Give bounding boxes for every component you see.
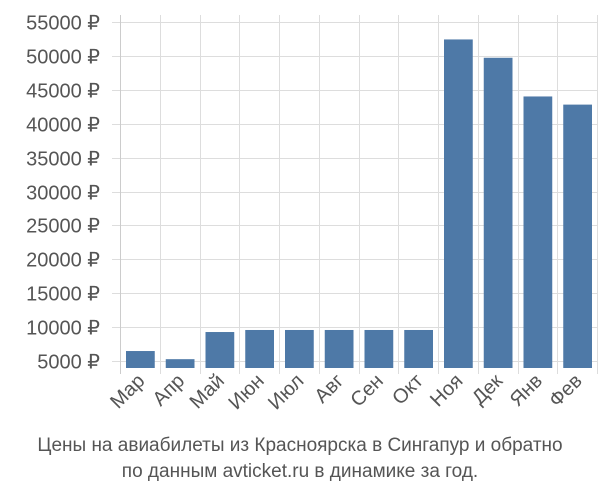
- chart-caption-line2: по данным avticket.ru в динамике за год.: [121, 461, 479, 482]
- x-tick-label: Окт: [388, 370, 427, 409]
- bar-3: [205, 332, 235, 368]
- bar-1: [126, 351, 155, 368]
- y-tick-label: 35000 ₽: [26, 149, 100, 171]
- bar-4: [245, 329, 274, 368]
- y-tick-label: 10000 ₽: [26, 318, 100, 340]
- bar-8: [404, 329, 433, 368]
- y-tick-label: 55000 ₽: [26, 13, 100, 35]
- bar-10: [483, 57, 513, 369]
- y-tick-label: 30000 ₽: [26, 183, 100, 205]
- y-tick-label: 15000 ₽: [26, 284, 100, 306]
- y-tick-label: 20000 ₽: [26, 250, 100, 272]
- x-tick-label: Фев: [545, 370, 587, 412]
- x-tick-label: Мар: [106, 370, 149, 413]
- bar-7: [364, 329, 394, 368]
- price-bar-chart: 5000 ₽ 10000 ₽ 15000 ₽ 20000 ₽ 25000 ₽ 30000 …: [26, 13, 598, 414]
- bar-9: [444, 39, 473, 368]
- bar-11: [523, 96, 553, 368]
- bars: [126, 39, 592, 369]
- x-tick-label: Ноя: [426, 370, 467, 411]
- y-tick-label: 45000 ₽: [26, 81, 100, 103]
- y-tick-label: 5000 ₽: [37, 352, 100, 374]
- y-tick-label: 25000 ₽: [26, 216, 100, 238]
- x-tick-label: Апр: [149, 370, 190, 411]
- x-tick-label: Май: [186, 370, 229, 413]
- x-tick-label: Сен: [346, 370, 387, 411]
- bar-2: [165, 359, 195, 368]
- chart-caption-line1: Цены на авиабилеты из Красноярска в Синг…: [37, 435, 563, 456]
- bar-6: [324, 329, 354, 368]
- x-tick-label: Авг: [310, 370, 348, 408]
- x-tick-label: Июл: [264, 370, 308, 414]
- x-tick-label: Дек: [468, 370, 507, 409]
- bar-5: [285, 329, 314, 368]
- bar-12: [563, 104, 592, 368]
- x-tick-label: Янв: [506, 370, 547, 411]
- y-tick-labels: 5000 ₽ 10000 ₽ 15000 ₽ 20000 ₽ 25000 ₽ 30000 …: [26, 13, 100, 374]
- x-tick-label: Июн: [225, 370, 269, 414]
- y-tick-label: 50000 ₽: [26, 47, 100, 69]
- y-tick-label: 40000 ₽: [26, 115, 100, 137]
